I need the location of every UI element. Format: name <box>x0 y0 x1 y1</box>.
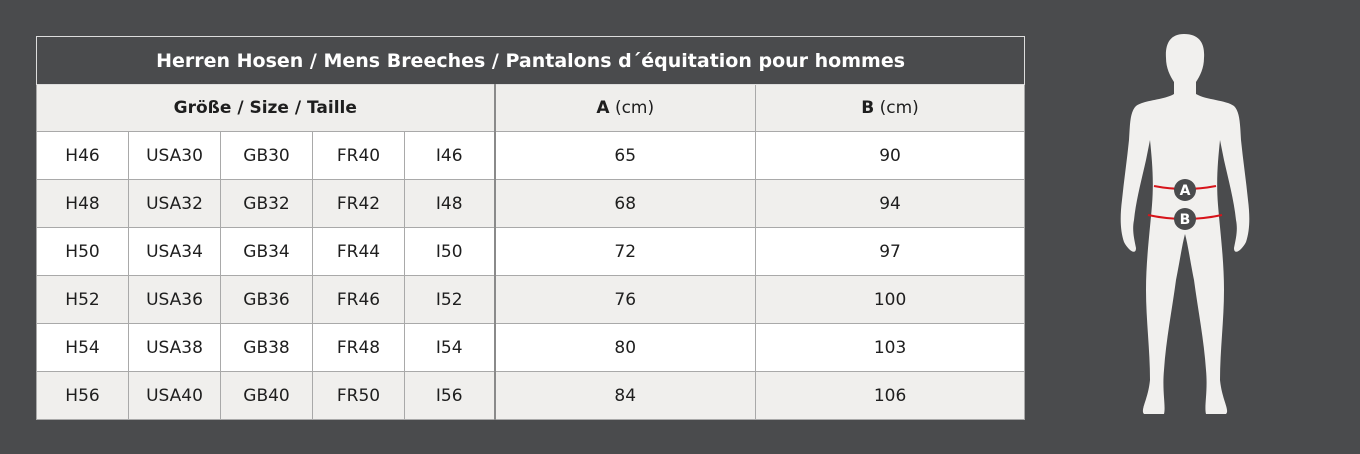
cell-h: H48 <box>36 179 129 228</box>
cell-gb: GB30 <box>220 131 313 180</box>
cell-a: 72 <box>494 227 756 276</box>
cell-a: 68 <box>494 179 756 228</box>
cell-h: H56 <box>36 371 129 420</box>
cell-h: H54 <box>36 323 129 372</box>
cell-h: H50 <box>36 227 129 276</box>
cell-fr: FR48 <box>312 323 405 372</box>
cell-b: 106 <box>754 371 1026 420</box>
cell-b: 103 <box>754 323 1026 372</box>
cell-h: H52 <box>36 275 129 324</box>
b-header: B (cm) <box>754 84 1026 132</box>
marker-b-icon <box>1174 208 1196 230</box>
cell-gb: GB32 <box>220 179 313 228</box>
cell-fr: FR50 <box>312 371 405 420</box>
cell-gb: GB40 <box>220 371 313 420</box>
body-measurement-figure: A B <box>1120 34 1250 414</box>
a-header: A (cm) <box>494 84 756 132</box>
cell-fr: FR42 <box>312 179 405 228</box>
cell-usa: USA38 <box>128 323 221 372</box>
cell-a: 76 <box>494 275 756 324</box>
marker-a-icon <box>1174 179 1196 201</box>
marker-a-label: A <box>1180 183 1191 199</box>
cell-usa: USA34 <box>128 227 221 276</box>
cell-b: 97 <box>754 227 1026 276</box>
table-row: H54 USA38 GB38 FR48 I54 80 103 <box>36 323 1026 372</box>
table-row: H52 USA36 GB36 FR46 I52 76 100 <box>36 275 1026 324</box>
size-header: Größe / Size / Taille <box>36 84 496 132</box>
cell-usa: USA40 <box>128 371 221 420</box>
cell-i: I54 <box>404 323 496 372</box>
cell-gb: GB38 <box>220 323 313 372</box>
size-chart-table: Herren Hosen / Mens Breeches / Pantalons… <box>35 36 1026 420</box>
cell-i: I50 <box>404 227 496 276</box>
cell-fr: FR46 <box>312 275 405 324</box>
cell-a: 80 <box>494 323 756 372</box>
marker-b-label: B <box>1180 212 1191 228</box>
table-row: H46 USA30 GB30 FR40 I46 65 90 <box>36 131 1026 180</box>
cell-h: H46 <box>36 131 129 180</box>
cell-gb: GB34 <box>220 227 313 276</box>
cell-a: 84 <box>494 371 756 420</box>
table-title: Herren Hosen / Mens Breeches / Pantalons… <box>35 36 1026 85</box>
table-row: H50 USA34 GB34 FR44 I50 72 97 <box>36 227 1026 276</box>
table-row: H48 USA32 GB32 FR42 I48 68 94 <box>36 179 1026 228</box>
cell-usa: USA36 <box>128 275 221 324</box>
cell-usa: USA30 <box>128 131 221 180</box>
cell-usa: USA32 <box>128 179 221 228</box>
cell-b: 100 <box>754 275 1026 324</box>
cell-b: 90 <box>754 131 1026 180</box>
cell-fr: FR44 <box>312 227 405 276</box>
cell-i: I56 <box>404 371 496 420</box>
cell-gb: GB36 <box>220 275 313 324</box>
cell-b: 94 <box>754 179 1026 228</box>
cell-i: I48 <box>404 179 496 228</box>
cell-a: 65 <box>494 131 756 180</box>
cell-fr: FR40 <box>312 131 405 180</box>
cell-i: I52 <box>404 275 496 324</box>
cell-i: I46 <box>404 131 496 180</box>
table-row: H56 USA40 GB40 FR50 I56 84 106 <box>36 371 1026 420</box>
